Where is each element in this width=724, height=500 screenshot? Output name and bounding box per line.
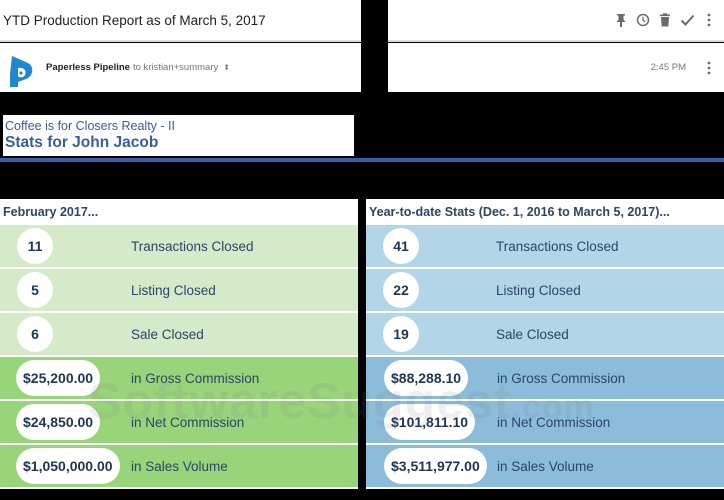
- stat-value: $25,200.00: [16, 360, 101, 396]
- organization-name: Coffee is for Closers Realty - II: [5, 119, 175, 133]
- sender-name[interactable]: Paperless Pipeline: [46, 62, 130, 73]
- stat-label: in Net Commission: [131, 414, 245, 430]
- stat-row: 41 Transactions Closed: [366, 225, 724, 269]
- monthly-stats-panel: February 2017... 11 Transactions Closed …: [0, 199, 358, 500]
- stat-row: $88,288.10 in Gross Commission: [366, 357, 724, 401]
- stat-row: 19 Sale Closed: [366, 313, 724, 357]
- sender-row: Paperless Pipeline to kristian+summary ⬍: [0, 43, 361, 92]
- stat-label: in Net Commission: [497, 414, 611, 430]
- email-time: 2:45 PM: [650, 62, 686, 73]
- stat-value: 6: [17, 316, 53, 352]
- stat-label: Listing Closed: [496, 282, 581, 298]
- stat-row: $1,050,000.00 in Sales Volume: [0, 445, 358, 489]
- stat-row: 5 Listing Closed: [0, 269, 358, 313]
- stat-label: Listing Closed: [131, 282, 216, 298]
- stat-value: $1,050,000.00: [16, 448, 120, 484]
- report-title: Stats for John Jacob: [5, 134, 159, 151]
- stat-row: 6 Sale Closed: [0, 313, 358, 357]
- email-subject: YTD Production Report as of March 5, 201…: [3, 12, 266, 28]
- trash-icon[interactable]: [654, 9, 676, 31]
- stat-label: Sale Closed: [496, 326, 569, 342]
- recipient-text: to kristian+summary: [132, 62, 219, 73]
- stat-value: 41: [383, 228, 419, 264]
- email-subject-bar: YTD Production Report as of March 5, 201…: [0, 0, 361, 40]
- panel-heading: February 2017...: [0, 199, 358, 225]
- divider: [388, 40, 724, 42]
- stat-row: 11 Transactions Closed: [0, 225, 358, 269]
- stat-label: Sale Closed: [131, 326, 204, 342]
- stat-row: $3,511,977.00 in Sales Volume: [366, 445, 724, 489]
- stat-value: $88,288.10: [384, 360, 469, 396]
- stat-value: $24,850.00: [16, 404, 101, 440]
- stat-value: $3,511,977.00: [384, 448, 487, 484]
- email-toolbar: [388, 0, 724, 40]
- panel-heading: Year-to-date Stats (Dec. 1, 2016 to Marc…: [366, 199, 724, 225]
- stat-label: in Gross Commission: [131, 370, 260, 386]
- stat-row: 22 Listing Closed: [366, 269, 724, 313]
- stat-label: Transactions Closed: [131, 238, 254, 254]
- stat-value: 5: [17, 272, 53, 308]
- divider: [0, 40, 361, 42]
- check-icon[interactable]: [676, 9, 698, 31]
- stat-row: $24,850.00 in Net Commission: [0, 401, 358, 445]
- sender-meta: 2:45 PM: [388, 43, 724, 92]
- report-title-box: Coffee is for Closers Realty - II Stats …: [3, 115, 354, 156]
- snooze-clock-icon[interactable]: [632, 9, 654, 31]
- stat-label: Transactions Closed: [496, 238, 619, 254]
- more-vert-icon[interactable]: [698, 9, 720, 31]
- stat-value: $101,811.10: [384, 404, 476, 440]
- stat-value: 19: [383, 316, 419, 352]
- recipient-details-toggle[interactable]: ⬍: [223, 63, 230, 72]
- stat-value: 11: [17, 228, 53, 264]
- paperless-pipeline-logo-icon: [10, 55, 33, 87]
- stat-label: in Gross Commission: [497, 370, 626, 386]
- ytd-stats-panel: Year-to-date Stats (Dec. 1, 2016 to Marc…: [366, 199, 724, 500]
- stat-row: $25,200.00 in Gross Commission: [0, 357, 358, 401]
- stat-value: 22: [383, 272, 419, 308]
- stat-label: in Sales Volume: [497, 458, 594, 474]
- stat-row: $101,811.10 in Net Commission: [366, 401, 724, 445]
- pin-icon[interactable]: [610, 9, 632, 31]
- stat-label: in Sales Volume: [131, 458, 228, 474]
- accent-divider: [0, 158, 724, 162]
- message-more-vert-icon[interactable]: [698, 57, 720, 79]
